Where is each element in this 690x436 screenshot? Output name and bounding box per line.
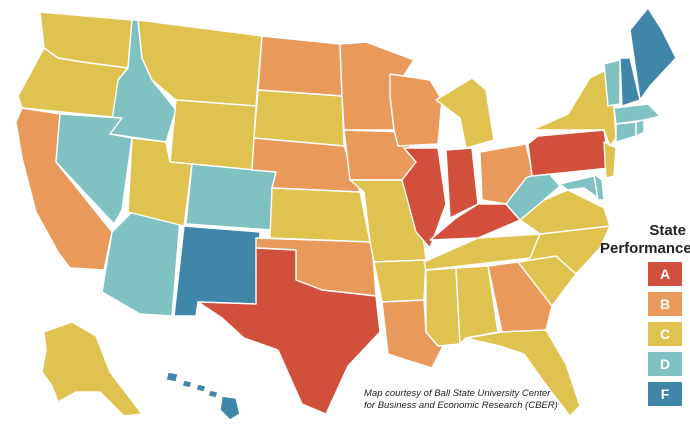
credit-line-2: for Business and Economic Research (CBER… bbox=[364, 400, 558, 411]
legend-item-c: C bbox=[648, 322, 682, 346]
state-connecticut: Connecticut bbox=[615, 121, 637, 143]
state-arizona: Arizona bbox=[101, 211, 181, 317]
state-delaware: Delaware bbox=[593, 173, 605, 201]
state-michigan: Michigan bbox=[435, 77, 495, 149]
state-kansas: Kansas bbox=[269, 187, 371, 243]
state-massachusetts: Massachusetts bbox=[613, 103, 661, 125]
state-maryland: Maryland bbox=[559, 175, 599, 199]
state-alaska: Alaska bbox=[41, 321, 143, 417]
legend-item-f: F bbox=[648, 382, 682, 406]
state-hawaii: Hawaii bbox=[165, 371, 241, 421]
credit-line-1: Map courtesy of Ball State University Ce… bbox=[364, 388, 551, 399]
state-vermont: Vermont bbox=[603, 59, 621, 107]
state-texas: Texas bbox=[197, 247, 381, 415]
legend-item-a: A bbox=[648, 262, 682, 286]
state-new-jersey: New Jersey bbox=[603, 141, 617, 179]
legend-title: State Performance bbox=[600, 222, 690, 258]
legend-item-b: B bbox=[648, 292, 682, 316]
state-north-dakota: North Dakota bbox=[257, 35, 343, 97]
state-mississippi: Mississippi bbox=[425, 267, 461, 347]
state-maine: Maine bbox=[629, 7, 677, 101]
state-south-dakota: South Dakota bbox=[253, 89, 345, 147]
state-rhode-island: Rhode Island bbox=[635, 119, 645, 137]
state-illinois: Illinois bbox=[401, 147, 447, 249]
legend-item-d: D bbox=[648, 352, 682, 376]
state-wyoming: Wyoming bbox=[169, 99, 257, 171]
state-georgia: Georgia bbox=[487, 261, 553, 333]
legend-title-line-1: State bbox=[649, 222, 686, 239]
state-arkansas: Arkansas bbox=[373, 259, 427, 303]
state-colorado: Colorado bbox=[185, 163, 277, 231]
state-pennsylvania: Pennsylvania bbox=[527, 129, 611, 177]
map-credit: Map courtesy of Ball State University Ce… bbox=[364, 388, 584, 412]
state-west-virginia: West Virginia bbox=[505, 169, 561, 221]
state-florida: Florida bbox=[465, 329, 581, 417]
legend-title-line-2: Performance bbox=[600, 240, 690, 257]
state-wisconsin: Wisconsin bbox=[389, 73, 443, 147]
legend: State Performance A B C D F bbox=[600, 222, 690, 412]
state-nevada: Nevada bbox=[55, 113, 133, 225]
